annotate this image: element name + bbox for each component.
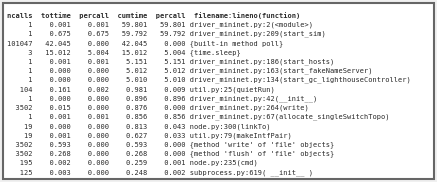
Text: 195    0.002    0.000    0.259    0.001 node.py:235(cmd): 195 0.002 0.000 0.259 0.001 node.py:235(…: [7, 160, 258, 166]
Text: 125    0.003    0.000    0.248    0.002 subprocess.py:619( __init__ ): 125 0.003 0.000 0.248 0.002 subprocess.p…: [7, 169, 313, 176]
FancyBboxPatch shape: [3, 3, 434, 179]
Text: 1    0.000    0.000    5.010    5.010 driver_mininet.py:134(start_gc_lighthouseC: 1 0.000 0.000 5.010 5.010 driver_mininet…: [7, 77, 411, 84]
Text: 1    0.000    0.000    0.896    0.896 driver_mininet.py:42(__init__): 1 0.000 0.000 0.896 0.896 driver_mininet…: [7, 95, 317, 102]
Text: 104    0.161    0.002    0.981    0.009 util.py:25(quietRun): 104 0.161 0.002 0.981 0.009 util.py:25(q…: [7, 86, 275, 93]
Text: 3502    0.015    0.000    0.876    0.000 driver_mininet.py:264(write): 3502 0.015 0.000 0.876 0.000 driver_mini…: [7, 104, 309, 111]
Text: 1    0.001    0.001    5.151    5.151 driver_mininet.py:186(start_hosts): 1 0.001 0.001 5.151 5.151 driver_mininet…: [7, 58, 334, 65]
Text: 3502    0.593    0.000    0.593    0.000 {method 'write' of 'file' objects}: 3502 0.593 0.000 0.593 0.000 {method 'wr…: [7, 141, 334, 148]
Text: 19    0.001    0.000    0.627    0.033 util.py:79(makeIntfPair): 19 0.001 0.000 0.627 0.033 util.py:79(ma…: [7, 132, 292, 139]
Text: 101047   42.045    0.000   42.045    0.000 {built-in method poll}: 101047 42.045 0.000 42.045 0.000 {built-…: [7, 40, 283, 47]
Text: 1    0.000    0.000    5.012    5.012 driver_mininet.py:163(start_fakeNameServer: 1 0.000 0.000 5.012 5.012 driver_mininet…: [7, 68, 372, 74]
Text: 1    0.001    0.001    0.856    0.856 driver_mininet.py:67(allocate_singleSwitch: 1 0.001 0.001 0.856 0.856 driver_mininet…: [7, 114, 389, 120]
Text: 1    0.675    0.675   59.792   59.792 driver_mininet.py:209(start_sim): 1 0.675 0.675 59.792 59.792 driver_minin…: [7, 31, 326, 37]
Text: 3   15.012    5.004   15.012    5.004 {time.sleep}: 3 15.012 5.004 15.012 5.004 {time.sleep}: [7, 49, 241, 56]
Text: ncalls  tottime  percall  cumtime  percall  filename:lineno(function): ncalls tottime percall cumtime percall f…: [7, 12, 300, 19]
Text: 1    0.001    0.001   59.801   59.801 driver_mininet.py:2(<module>): 1 0.001 0.001 59.801 59.801 driver_minin…: [7, 21, 313, 28]
Text: 19    0.000    0.000    0.813    0.043 node.py:300(linkTo): 19 0.000 0.000 0.813 0.043 node.py:300(l…: [7, 123, 271, 130]
Text: 3502    0.268    0.000    0.268    0.000 {method 'flush' of 'file' objects}: 3502 0.268 0.000 0.268 0.000 {method 'fl…: [7, 151, 334, 157]
